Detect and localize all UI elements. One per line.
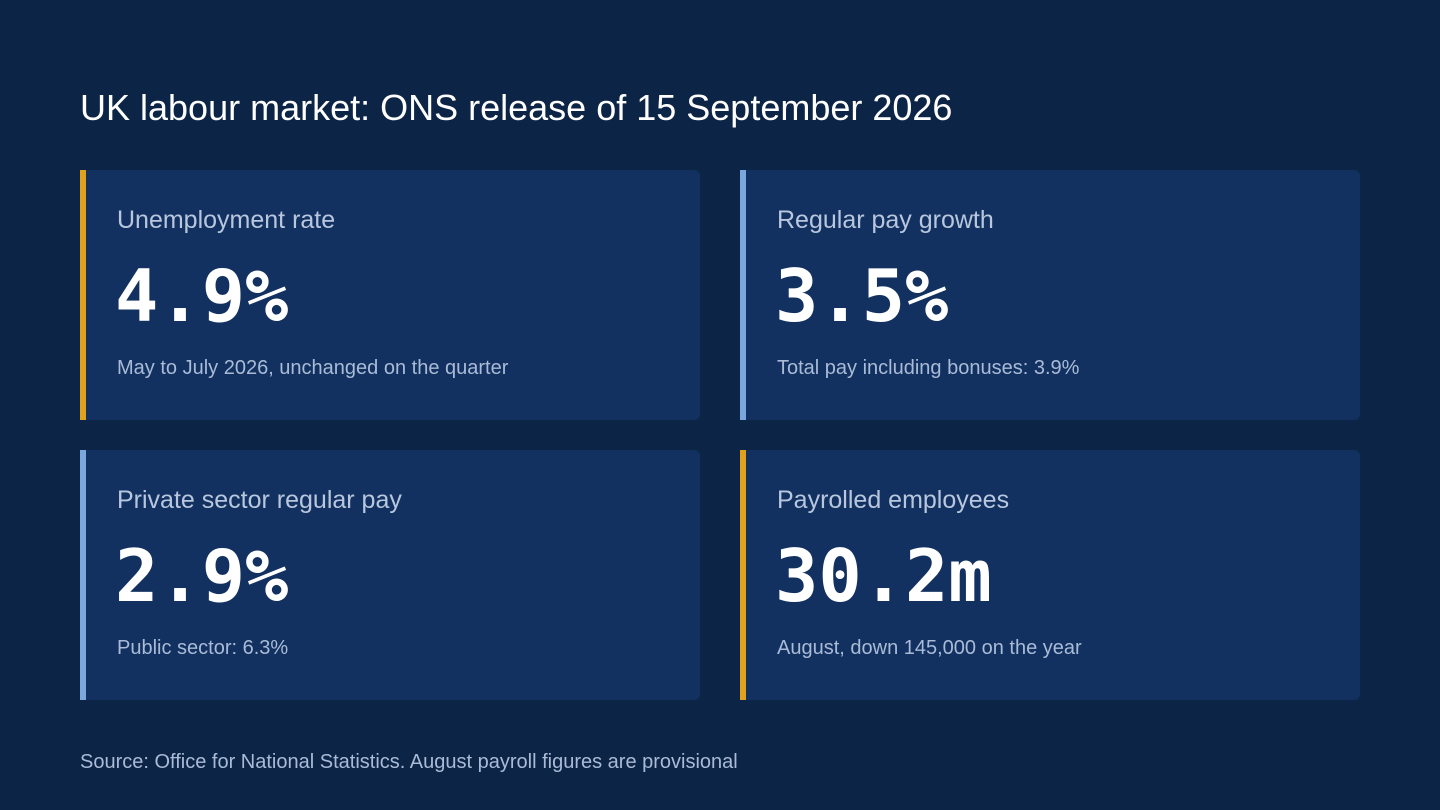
source-note: Source: Office for National Statistics. … <box>80 751 738 773</box>
page-title: UK labour market: ONS release of 15 Sept… <box>80 87 953 128</box>
stat-label: Payrolled employees <box>777 486 1010 514</box>
card-accent-bar <box>740 450 746 700</box>
stat-value: 2.9% <box>115 534 289 618</box>
stat-note: Total pay including bonuses: 3.9% <box>777 357 1080 379</box>
card-accent-bar <box>740 170 746 420</box>
stat-note: Public sector: 6.3% <box>117 637 289 659</box>
stat-card-unemployment-rate: Unemployment rate 4.9% May to July 2026,… <box>80 170 700 420</box>
stat-value: 3.5% <box>775 254 949 338</box>
stat-card-payrolled-employees: Payrolled employees 30.2m August, down 1… <box>740 450 1360 700</box>
stats-grid: Unemployment rate 4.9% May to July 2026,… <box>80 170 1360 700</box>
card-accent-bar <box>80 170 86 420</box>
stat-card-regular-pay-growth: Regular pay growth 3.5% Total pay includ… <box>740 170 1360 420</box>
stat-label: Private sector regular pay <box>117 486 402 514</box>
stat-note: May to July 2026, unchanged on the quart… <box>117 357 509 379</box>
stat-card-private-sector-regular-pay: Private sector regular pay 2.9% Public s… <box>80 450 700 700</box>
stat-value: 4.9% <box>115 254 289 338</box>
stat-label: Regular pay growth <box>777 206 994 234</box>
card-accent-bar <box>80 450 86 700</box>
stat-label: Unemployment rate <box>117 206 336 234</box>
stat-value: 30.2m <box>775 534 992 618</box>
stat-note: August, down 145,000 on the year <box>777 637 1082 659</box>
